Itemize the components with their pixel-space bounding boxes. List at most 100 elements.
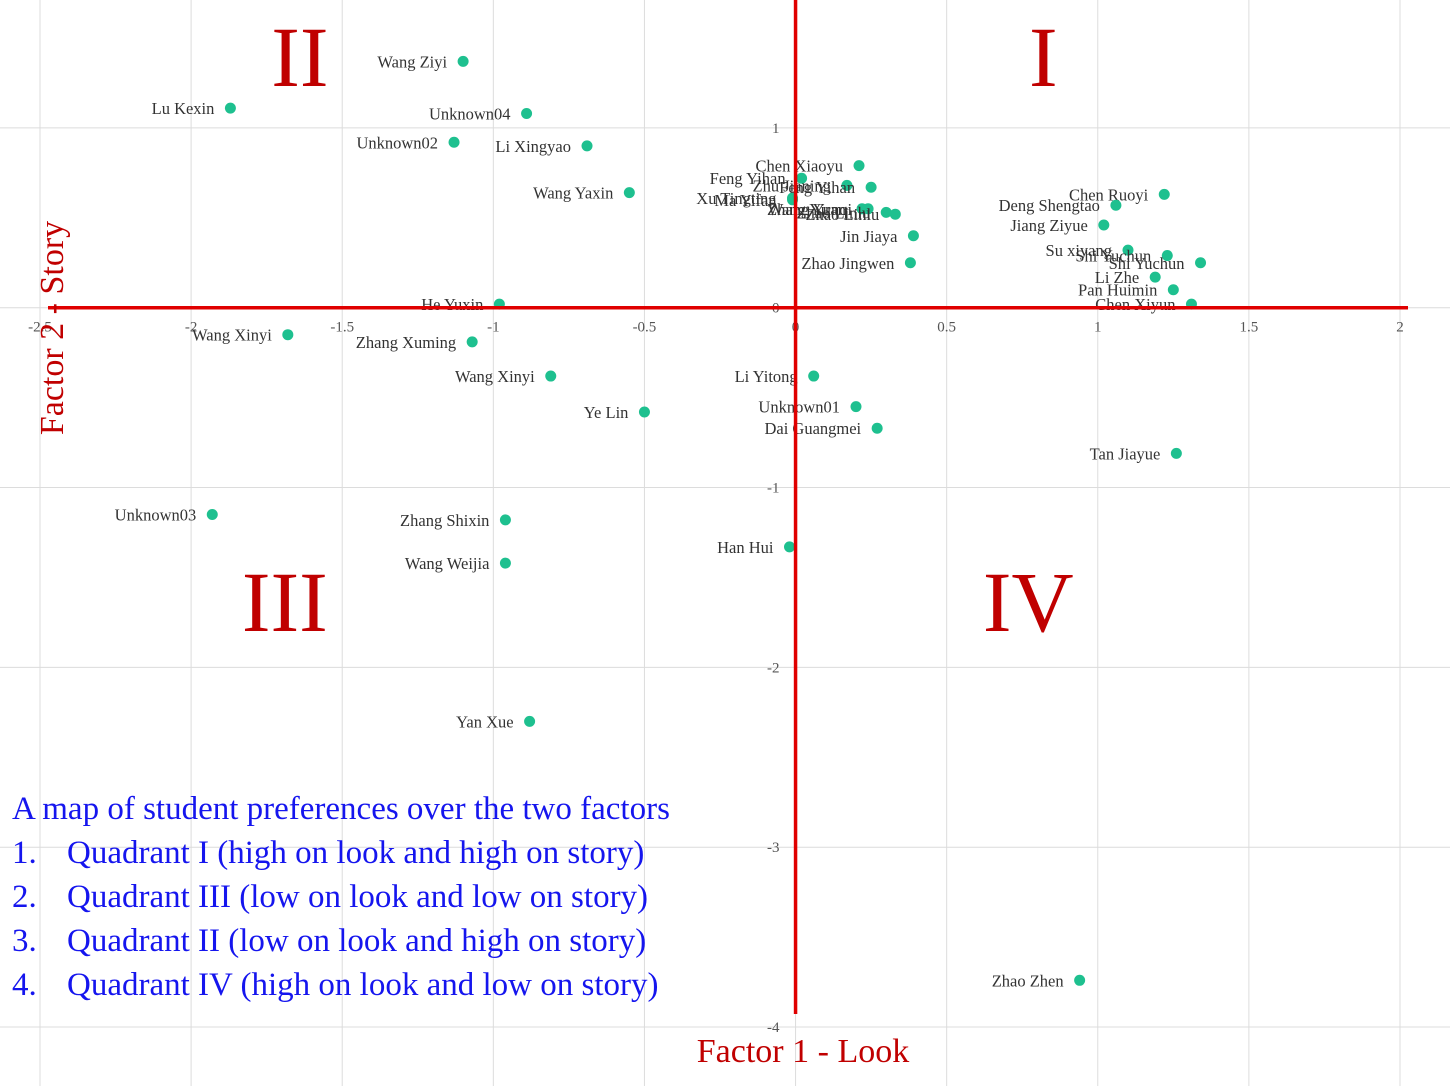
notes-item-text: Quadrant I (high on look and high on sto…	[67, 835, 645, 871]
point-label: Wang Yiran	[768, 200, 846, 219]
point-label: Wang Weijia	[405, 554, 490, 573]
x-tick-label: -2.5	[28, 320, 52, 336]
notes-item: 4. Quadrant IV (high on look and low on s…	[12, 963, 772, 1007]
data-point	[1149, 271, 1161, 283]
data-point	[448, 136, 460, 148]
point-label: Chen Ruoyi	[1069, 185, 1149, 204]
point-label: Zhao Zhen	[992, 971, 1064, 990]
point-label: Li Xingyao	[495, 137, 571, 156]
point-label: Shi Yuchun	[1109, 254, 1185, 273]
notes-item-number: 4.	[12, 967, 37, 1003]
x-tick-label: 1.5	[1240, 320, 1259, 336]
data-point	[499, 557, 511, 569]
point-label: Feng Yihan	[779, 178, 855, 197]
point-label: Jin Jiaya	[840, 227, 898, 246]
notes-item-number: 3.	[12, 923, 37, 959]
x-tick-label: -2	[185, 320, 198, 336]
data-point	[524, 715, 536, 727]
quadrant-label: II	[271, 9, 328, 105]
point-label: Zhang Xuming	[356, 333, 456, 352]
point-label: Xu Tingting	[696, 189, 776, 208]
notes-item-number: 2.	[12, 879, 37, 915]
data-point	[853, 160, 865, 172]
data-point	[1170, 447, 1182, 459]
x-tick-label: -0.5	[633, 320, 657, 336]
point-label: Wang Yaxin	[533, 184, 613, 203]
point-label: Unknown02	[356, 133, 438, 152]
notes-item-text: Quadrant III (low on look and low on sto…	[67, 879, 649, 915]
data-point	[466, 336, 478, 348]
data-point	[871, 422, 883, 434]
y-tick-label: -1	[767, 481, 780, 497]
notes-box: A map of student preferences over the tw…	[12, 787, 772, 1007]
point-label: Wang Ziyi	[377, 52, 447, 71]
point-label: Unknown03	[115, 506, 197, 525]
point-label: Dai Guangmei	[764, 419, 861, 438]
x-tick-label: 2	[1396, 320, 1404, 336]
quadrant-label: III	[242, 554, 328, 650]
zero-axes	[48, 0, 1408, 1014]
data-point	[623, 187, 635, 199]
point-label: He Yuxin	[421, 295, 483, 314]
notes-item-text: Quadrant II (low on look and high on sto…	[67, 923, 647, 959]
notes-item-number: 1.	[12, 835, 37, 871]
data-point	[862, 203, 874, 215]
notes-item: 3. Quadrant II (low on look and high on s…	[12, 919, 772, 963]
data-point	[808, 370, 820, 382]
point-label: Zhang Yunqi	[767, 200, 853, 219]
point-label: Zhu Jianing	[753, 176, 831, 195]
point-label: Han Hui	[717, 538, 774, 557]
point-label: Zhao Linlu	[796, 203, 870, 222]
point-label: Feng Yihan	[710, 169, 786, 188]
data-point	[282, 329, 294, 341]
notes-title: A map of student preferences over the tw…	[12, 791, 670, 827]
data-point	[1195, 257, 1207, 269]
data-point	[1110, 199, 1122, 211]
y-tick-label: -3	[767, 840, 780, 856]
x-tick-label: -1.5	[330, 320, 354, 336]
y-tick-label: -2	[767, 660, 780, 676]
data-point	[841, 179, 853, 191]
point-label: Chen Xiaoyu	[755, 157, 843, 176]
point-label: Tan Jiayue	[1090, 444, 1161, 463]
data-point	[865, 181, 877, 193]
data-point	[206, 509, 218, 521]
data-point	[1161, 250, 1173, 262]
point-label: Wang Xinyi	[455, 367, 535, 386]
x-tick-label: -1	[487, 320, 500, 336]
notes-item-text: Quadrant IV (high on look and low on sto…	[67, 967, 659, 1003]
point-label: Lu Kexin	[152, 99, 215, 118]
data-point	[907, 230, 919, 242]
point-label: Wang Xinyi	[192, 326, 272, 345]
point-label: Zhao Linlu	[806, 205, 880, 224]
point-label: Su xiyang	[1046, 241, 1112, 260]
quadrant-label: I	[1029, 9, 1058, 105]
point-label: Shi Yuchun	[1075, 247, 1151, 266]
data-point	[224, 102, 236, 114]
data-point	[880, 206, 892, 218]
data-point	[457, 55, 469, 67]
data-point	[581, 140, 593, 152]
data-point	[521, 107, 533, 119]
x-axis-title: Factor 1 - Look	[697, 1033, 909, 1070]
quadrant-label: IV	[983, 554, 1074, 650]
point-label: Pan Huimin	[1078, 281, 1157, 300]
data-point	[904, 257, 916, 269]
data-point	[889, 208, 901, 220]
x-tick-label: 1	[1094, 320, 1102, 336]
point-label: Chen Xiyun	[1095, 295, 1175, 314]
notes-list: 1. Quadrant I (high on look and high on s…	[12, 831, 772, 1007]
point-label: Ye Lin	[584, 403, 629, 422]
data-point	[1167, 284, 1179, 296]
data-point	[784, 541, 796, 553]
y-axis-title: Factor 2 - Story	[34, 221, 71, 435]
data-point	[1158, 188, 1170, 200]
point-label: Unknown01	[758, 398, 840, 417]
point-label: Unknown04	[429, 104, 511, 123]
data-point	[850, 401, 862, 413]
point-label: Zhang Shixin	[400, 511, 489, 530]
point-label: Li Zhe	[1095, 268, 1139, 287]
data-point	[545, 370, 557, 382]
